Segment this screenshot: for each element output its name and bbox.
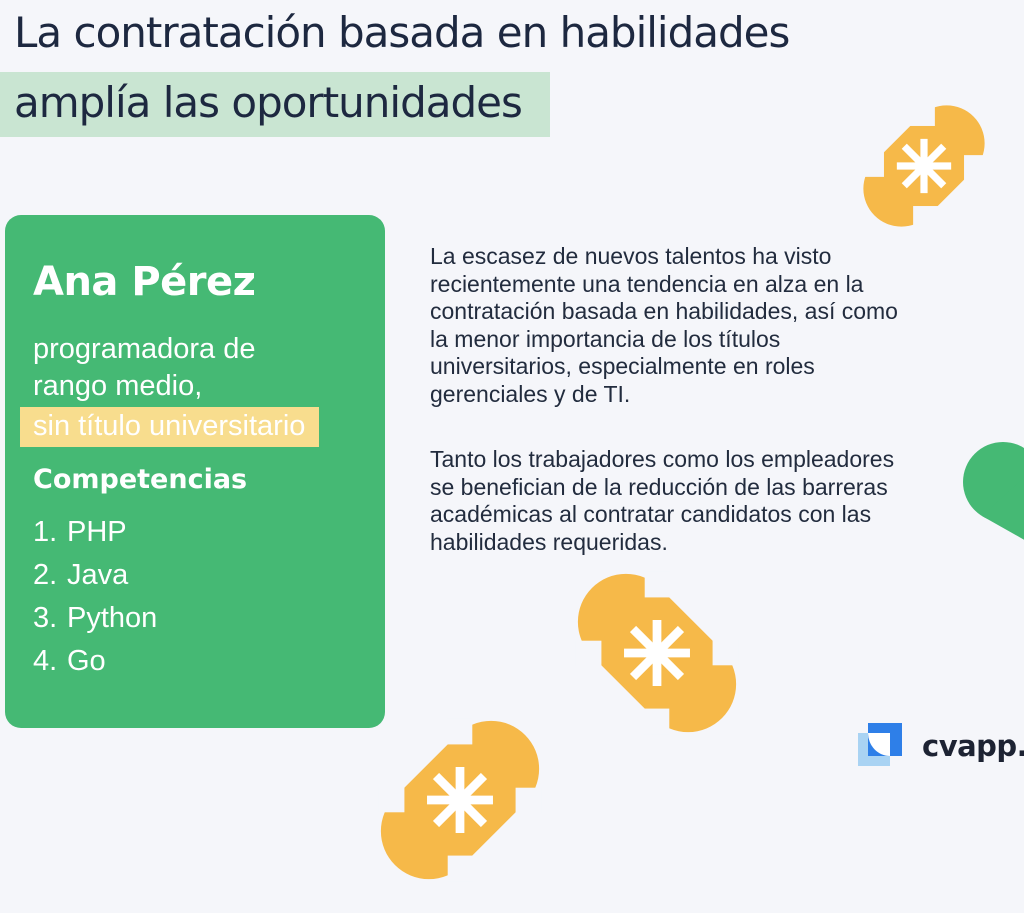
page-title-line2: amplía las oportunidades (14, 78, 523, 127)
skill-label: Go (67, 645, 106, 677)
brand-name: cvapp.es (922, 729, 1024, 763)
ticket-notch (712, 639, 739, 666)
skill-item-python: 3. Python (33, 597, 355, 640)
page-title-line1: La contratación basada en habilidades (14, 8, 790, 57)
ticket-notch (644, 571, 671, 598)
brand-logo: cvapp.es (858, 721, 1024, 767)
skill-item-java: 2. Java (33, 554, 355, 597)
ticket-notch (515, 787, 542, 814)
asterisk-icon (624, 620, 690, 686)
ticket-notch (446, 718, 473, 745)
skill-item-go: 4. Go (33, 640, 355, 683)
ticket-notch (447, 855, 474, 882)
body-text-column: La escasez de nuevos talentos ha visto r… (430, 243, 922, 556)
ticket-notch (575, 640, 602, 667)
ticket-notch (964, 154, 991, 181)
ticket-notch (378, 786, 405, 813)
body-paragraph-1: La escasez de nuevos talentos ha visto r… (430, 243, 898, 407)
profile-role-highlight: sin título universitario (20, 407, 320, 447)
skill-label: Java (67, 559, 129, 591)
ticket-decoration-top-right (847, 89, 1001, 243)
ticket-notch (857, 151, 884, 178)
ticket-notch (912, 206, 939, 233)
heart-icon (963, 442, 1024, 540)
ticket-notch (643, 708, 670, 735)
skills-heading: Competencias (33, 464, 248, 495)
profile-card: Ana Pérez programadora de rango medio, s… (5, 215, 385, 728)
ticket-notch (909, 99, 936, 126)
cvapp-logo-icon (858, 721, 904, 767)
asterisk-icon (896, 138, 952, 194)
skill-number: 4. (33, 645, 58, 677)
skill-item-php: 1. PHP (33, 511, 355, 554)
body-paragraph-2: Tanto los trabajadores como los empleado… (430, 446, 895, 555)
skill-label: PHP (67, 516, 127, 548)
skill-number: 3. (33, 602, 58, 634)
profile-role: programadora de rango medio, (33, 333, 256, 402)
skill-number: 2. (33, 559, 58, 591)
page-title-highlight: amplía las oportunidades (0, 72, 550, 137)
ticket-decoration-bottom-left (361, 701, 559, 899)
ticket-decoration-bottom-center (558, 554, 756, 752)
asterisk-icon (427, 767, 493, 833)
profile-name: Ana Pérez (33, 259, 256, 305)
skill-number: 1. (33, 516, 58, 548)
skill-label: Python (67, 602, 158, 634)
